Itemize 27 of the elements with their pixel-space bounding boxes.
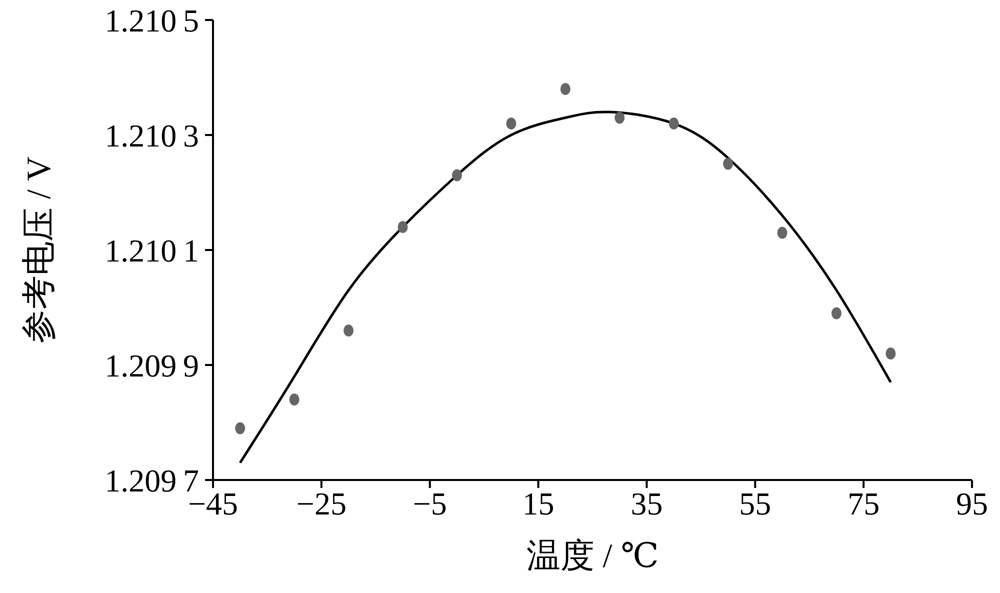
point — [668, 118, 679, 130]
point — [886, 348, 896, 360]
point — [723, 158, 734, 170]
x-axis-title: 温度 / ℃ — [526, 538, 659, 575]
y-tick-label: 1.210 3 — [104, 117, 199, 154]
x-tick-label: −5 — [412, 486, 447, 522]
point — [614, 112, 625, 124]
y-tick-label: 1.209 9 — [104, 347, 199, 384]
point — [235, 422, 246, 434]
x-tick-label: 35 — [630, 486, 663, 522]
x-tick-label: 95 — [956, 486, 988, 522]
point — [452, 169, 462, 182]
point — [344, 324, 354, 336]
point — [831, 307, 842, 320]
y-axis-title: 参考电压 / V — [21, 156, 58, 344]
x-tick-label: 55 — [739, 486, 772, 522]
x-tick-label: 15 — [522, 486, 554, 522]
point — [560, 83, 570, 95]
point — [506, 118, 516, 130]
x-tick-label: −25 — [296, 486, 346, 522]
line-series — [238, 110, 892, 464]
point — [398, 221, 408, 233]
y-tick-label: 1.210 5 — [104, 2, 199, 38]
y-tick-label: 1.210 1 — [104, 232, 199, 268]
point — [289, 394, 300, 406]
point — [777, 226, 788, 239]
x-tick-label: 75 — [848, 486, 880, 522]
